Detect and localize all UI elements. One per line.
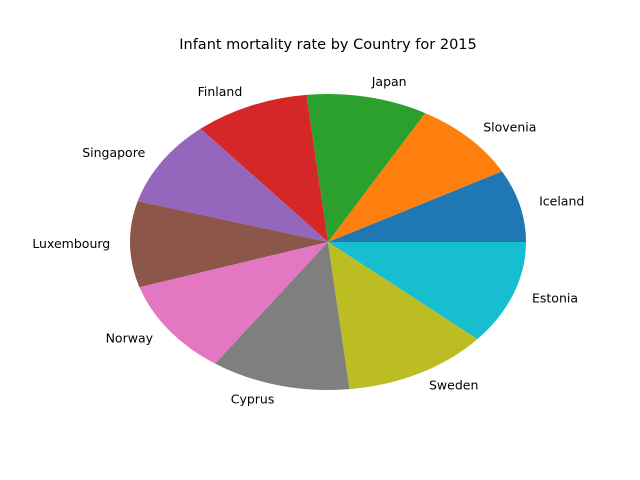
slice-label-cyprus: Cyprus: [231, 391, 275, 406]
pie-slice-slovenia: [328, 113, 502, 242]
pie-slice-cyprus: [215, 242, 350, 390]
slice-label-luxembourg: Luxembourg: [32, 236, 110, 251]
pie-slice-japan: [306, 94, 426, 242]
pie-slice-sweden: [328, 242, 478, 390]
slice-labels: Iceland Slovenia Japan Finland Singapore Luxe…: [32, 74, 584, 406]
slice-label-iceland: Iceland: [539, 193, 584, 208]
chart-title: Infant mortality rate by Country for 201…: [179, 37, 477, 53]
pie-slice-norway: [139, 242, 328, 364]
slice-label-sweden: Sweden: [429, 378, 478, 393]
slice-label-japan: Japan: [371, 74, 407, 89]
pie-slice-singapore: [137, 128, 328, 242]
pie-slice-luxembourg: [130, 201, 328, 288]
pie-slices: [130, 94, 526, 390]
pie-slice-finland: [200, 94, 328, 242]
slice-label-slovenia: Slovenia: [483, 119, 536, 134]
slice-label-singapore: Singapore: [82, 145, 145, 160]
pie-slice-iceland: [328, 171, 526, 242]
slice-label-estonia: Estonia: [532, 291, 578, 306]
slice-label-finland: Finland: [198, 84, 243, 99]
slice-label-norway: Norway: [106, 330, 154, 345]
pie-slice-estonia: [328, 242, 526, 340]
